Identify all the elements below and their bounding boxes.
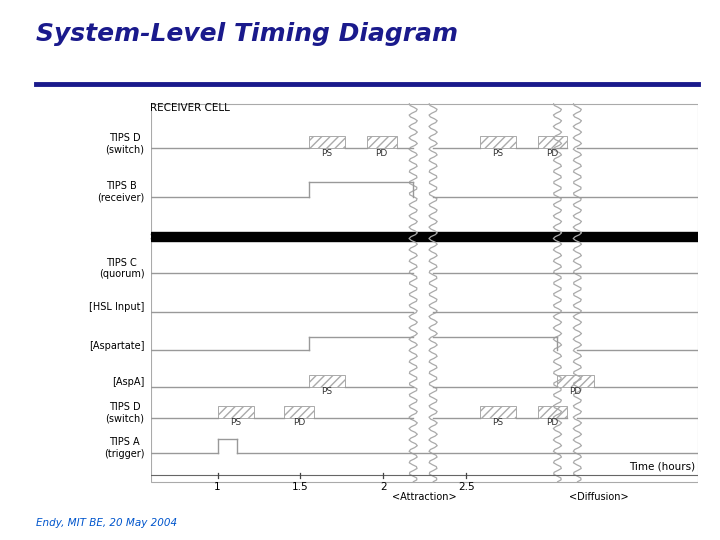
Text: PD: PD xyxy=(570,387,582,396)
Bar xyxy=(151,232,698,241)
Text: PD: PD xyxy=(546,418,559,427)
Text: TIPS D
(switch): TIPS D (switch) xyxy=(106,133,145,154)
Bar xyxy=(538,136,567,149)
Bar xyxy=(480,406,516,417)
Bar xyxy=(217,406,254,417)
Bar xyxy=(366,136,397,149)
Text: SENDER CELL: SENDER CELL xyxy=(150,232,228,241)
Bar xyxy=(480,136,516,149)
Text: 2: 2 xyxy=(380,482,387,492)
Text: PS: PS xyxy=(492,148,503,158)
Text: PS: PS xyxy=(321,387,333,396)
Text: PS: PS xyxy=(492,418,503,427)
Text: PS: PS xyxy=(230,418,241,427)
Bar xyxy=(309,375,345,387)
Bar xyxy=(557,375,594,387)
Text: Time (hours): Time (hours) xyxy=(629,462,695,471)
Text: PD: PD xyxy=(376,148,388,158)
Text: TIPS B
(receiver): TIPS B (receiver) xyxy=(97,181,145,202)
Text: [AspA]: [AspA] xyxy=(112,377,145,387)
Text: <Diffusion>: <Diffusion> xyxy=(569,492,629,502)
Text: Endy, MIT BE, 20 May 2004: Endy, MIT BE, 20 May 2004 xyxy=(36,518,177,528)
Text: TIPS A
(trigger): TIPS A (trigger) xyxy=(104,437,145,459)
Text: <Attraction>: <Attraction> xyxy=(392,492,457,502)
Bar xyxy=(538,406,567,417)
Text: PD: PD xyxy=(546,148,559,158)
Text: [HSL Input]: [HSL Input] xyxy=(89,302,145,312)
Text: PD: PD xyxy=(292,418,305,427)
Text: 1.5: 1.5 xyxy=(292,482,309,492)
Bar xyxy=(284,406,314,417)
Bar xyxy=(309,136,345,149)
Text: System-Level Timing Diagram: System-Level Timing Diagram xyxy=(36,22,458,45)
Text: 1: 1 xyxy=(215,482,221,492)
Text: TIPS D
(switch): TIPS D (switch) xyxy=(106,402,145,424)
Text: PS: PS xyxy=(321,148,333,158)
Text: TIPS C
(quorum): TIPS C (quorum) xyxy=(99,258,145,280)
Text: 2.5: 2.5 xyxy=(458,482,474,492)
Text: RECEIVER CELL: RECEIVER CELL xyxy=(150,104,230,113)
Text: [Aspartate]: [Aspartate] xyxy=(89,341,145,350)
